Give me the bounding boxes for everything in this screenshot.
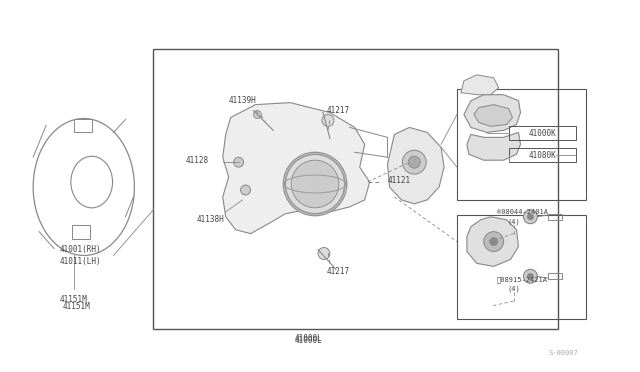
Polygon shape [467, 132, 520, 160]
Circle shape [322, 115, 334, 126]
Text: ®08044-2401A: ®08044-2401A [497, 209, 548, 215]
Text: 41217: 41217 [326, 267, 349, 276]
Bar [457, 89, 586, 200]
Circle shape [408, 156, 420, 168]
Bar [509, 148, 576, 162]
Circle shape [234, 157, 244, 167]
Circle shape [241, 185, 250, 195]
Text: 41080K: 41080K [529, 151, 556, 160]
Bar [548, 273, 562, 279]
Circle shape [527, 273, 533, 279]
Bar [548, 214, 562, 220]
Polygon shape [467, 217, 518, 266]
Circle shape [253, 110, 262, 119]
Text: 41000L: 41000L [294, 334, 322, 343]
Circle shape [403, 150, 426, 174]
Circle shape [291, 160, 339, 208]
Polygon shape [223, 103, 370, 234]
Text: 41011(LH): 41011(LH) [60, 257, 102, 266]
Polygon shape [387, 128, 444, 204]
Text: 41217: 41217 [326, 106, 349, 115]
Bar [153, 49, 558, 329]
Text: 41151M: 41151M [63, 302, 91, 311]
Bar [457, 215, 586, 319]
Text: Ⓦ08915-2421A: Ⓦ08915-2421A [497, 276, 548, 283]
Polygon shape [464, 95, 520, 132]
Circle shape [527, 214, 533, 220]
Text: 41001(RH): 41001(RH) [60, 245, 102, 254]
Circle shape [524, 210, 538, 224]
Text: 41151M: 41151M [60, 295, 88, 304]
Bar [74, 119, 92, 132]
Circle shape [284, 152, 347, 216]
Text: 41000K: 41000K [529, 129, 556, 138]
Bar [72, 225, 90, 238]
Text: 41121: 41121 [387, 176, 411, 185]
Bar [509, 126, 576, 140]
Circle shape [484, 232, 504, 251]
Text: 41138H: 41138H [197, 215, 225, 224]
Text: (4): (4) [507, 286, 520, 292]
Circle shape [524, 269, 538, 283]
Text: 41139H: 41139H [228, 96, 257, 105]
Polygon shape [461, 75, 499, 95]
Polygon shape [474, 105, 513, 126]
Text: 41128: 41128 [186, 156, 209, 165]
Circle shape [318, 247, 330, 259]
Text: S·00007: S·00007 [548, 350, 578, 356]
Circle shape [490, 238, 498, 246]
Text: (4): (4) [507, 218, 520, 225]
Text: 41000L: 41000L [294, 336, 322, 345]
